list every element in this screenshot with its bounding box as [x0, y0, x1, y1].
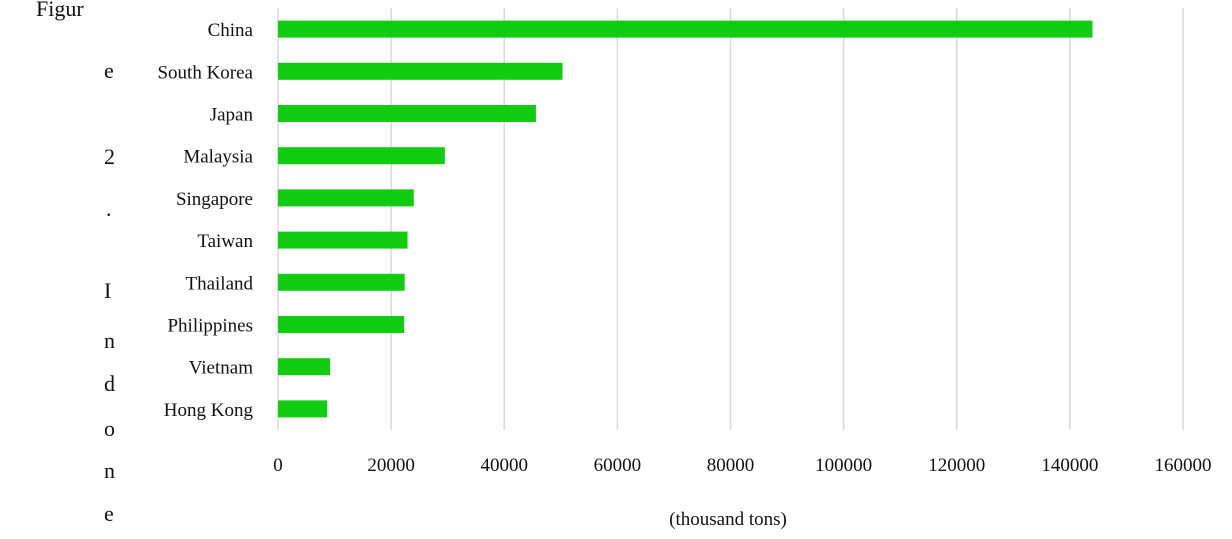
- bar: [278, 105, 536, 122]
- x-tick-label: 100000: [815, 455, 872, 476]
- bar: [278, 316, 404, 333]
- bar: [278, 232, 408, 249]
- bar: [278, 21, 1093, 38]
- category-label: Singapore: [176, 189, 253, 210]
- x-tick-labels: 0 20000 40000 60000 80000 100000 120000 140000 1…: [273, 455, 1211, 476]
- category-labels: China South Korea Japan Malaysia Singapore Ta…: [157, 20, 253, 421]
- bar: [278, 147, 445, 164]
- bar: [278, 189, 414, 206]
- category-label: Taiwan: [197, 231, 253, 252]
- x-tick-label: 40000: [481, 455, 529, 476]
- category-label: Vietnam: [189, 358, 254, 379]
- x-tick-label: 120000: [928, 455, 985, 476]
- category-label: South Korea: [157, 62, 253, 83]
- x-tick-label: 60000: [594, 455, 642, 476]
- x-tick-label: 160000: [1155, 455, 1212, 476]
- bar: [278, 63, 563, 80]
- bars: [278, 21, 1093, 418]
- x-tick-label: 20000: [367, 455, 415, 476]
- x-axis-title: (thousand tons): [669, 509, 787, 530]
- bar: [278, 400, 327, 417]
- bar: [278, 274, 405, 291]
- category-label: Japan: [210, 105, 254, 126]
- category-label: Philippines: [167, 316, 253, 337]
- x-tick-label: 0: [273, 455, 283, 476]
- bar: [278, 358, 330, 375]
- category-label: Malaysia: [183, 147, 253, 168]
- category-label: Hong Kong: [164, 400, 254, 421]
- category-label: Thailand: [185, 273, 253, 294]
- x-tick-label: 140000: [1041, 455, 1098, 476]
- category-label: China: [208, 20, 254, 41]
- x-tick-label: 80000: [707, 455, 755, 476]
